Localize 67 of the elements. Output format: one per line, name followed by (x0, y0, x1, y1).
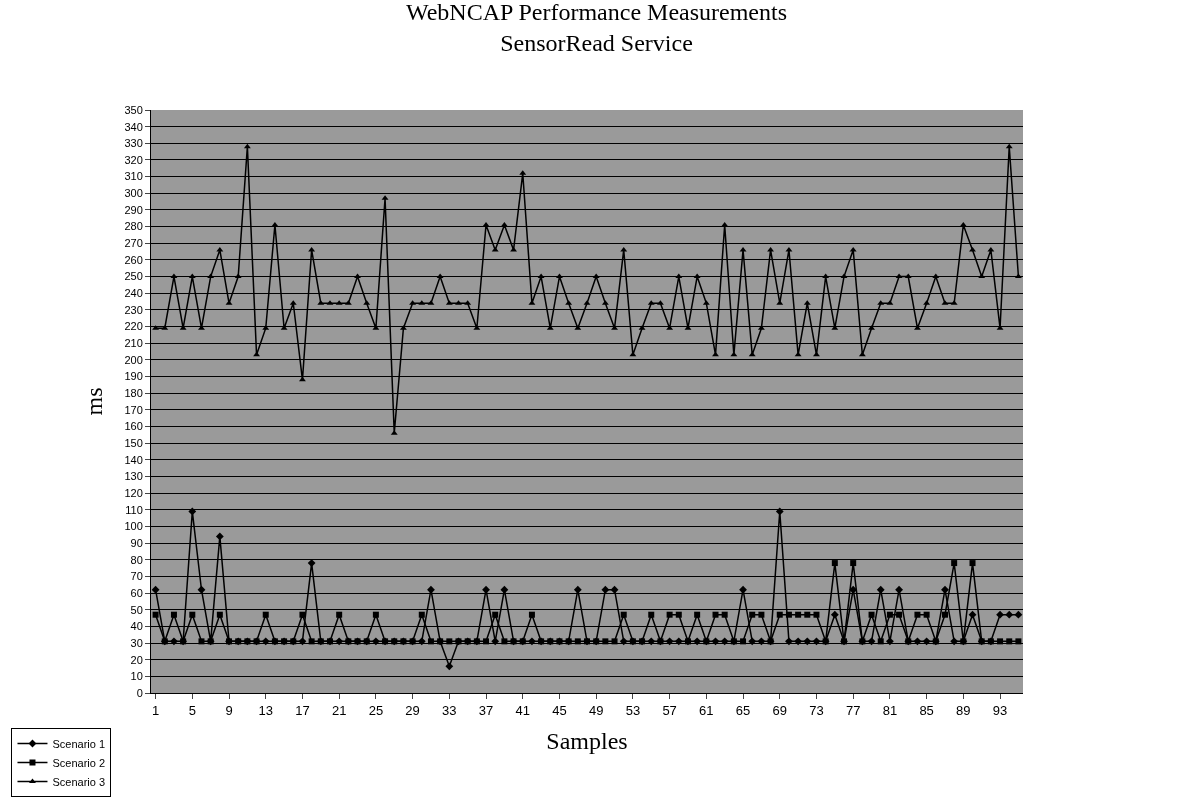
y-tick-label: 140 (124, 453, 143, 466)
y-tick-label: 80 (130, 553, 143, 566)
y-tick-label: 320 (124, 153, 143, 166)
x-tick-label: 25 (368, 702, 384, 718)
y-tick-label: 0 (136, 686, 143, 699)
y-tick-label: 350 (124, 103, 143, 116)
y-tick-label: 150 (124, 436, 143, 449)
y-tick-label: 280 (124, 220, 143, 233)
legend-label: Scenario 2 (52, 756, 106, 769)
y-tick-label: 250 (124, 270, 143, 283)
y-tick-label: 120 (124, 486, 143, 499)
y-tick-label: 20 (130, 653, 143, 666)
y-tick-label: 70 (130, 570, 143, 583)
x-tick-label: 33 (442, 702, 457, 718)
x-tick-label: 13 (258, 702, 273, 718)
x-tick-label: 57 (662, 702, 677, 718)
x-tick-label: 17 (295, 702, 310, 718)
x-tick-label: 41 (515, 702, 530, 718)
y-tick-label: 270 (124, 237, 143, 250)
y-tick-label: 240 (124, 287, 143, 300)
x-tick-label: 65 (735, 702, 751, 718)
y-tick-label: 300 (124, 187, 143, 200)
y-tick-label: 110 (125, 503, 143, 516)
y-tick-label: 100 (124, 520, 143, 533)
x-tick-label: 61 (699, 702, 714, 718)
x-tick-label: 69 (772, 702, 787, 718)
y-tick-label: 90 (130, 536, 143, 549)
y-tick-label: 160 (124, 420, 143, 433)
x-tick-label: 93 (992, 702, 1008, 718)
y-axis-title: ms (80, 387, 107, 416)
legend-label: Scenario 3 (52, 775, 106, 788)
chart-subtitle: SensorRead Service (500, 30, 693, 57)
y-tick-label: 260 (124, 253, 143, 266)
y-tick-label: 40 (130, 620, 143, 633)
x-tick-label: 77 (845, 702, 861, 718)
x-tick-label: 53 (625, 702, 641, 718)
x-tick-label: 45 (552, 702, 567, 718)
x-tick-label: 85 (919, 702, 934, 718)
y-tick-label: 230 (124, 303, 143, 316)
x-tick-label: 73 (809, 702, 824, 718)
x-tick-label: 89 (956, 702, 971, 718)
y-tick-label: 190 (124, 370, 143, 383)
x-tick-label: 21 (331, 702, 347, 718)
x-tick-label: 81 (882, 702, 898, 718)
y-tick-label: 200 (124, 353, 143, 366)
y-tick-label: 30 (130, 636, 143, 649)
x-tick-label: 37 (478, 702, 494, 718)
y-tick-label: 210 (124, 337, 143, 350)
x-tick-label: 49 (588, 702, 604, 718)
y-tick-label: 310 (124, 170, 143, 183)
y-tick-label: 10 (130, 670, 143, 683)
y-tick-label: 330 (124, 137, 143, 150)
y-tick-label: 290 (124, 203, 143, 216)
x-tick-label: 29 (405, 702, 420, 718)
x-tick-label: 5 (188, 702, 196, 718)
x-axis-title: Samples (546, 727, 628, 754)
chart-title: WebNCAP Performance Measurements (405, 0, 788, 26)
x-tick-label: 1 (151, 702, 160, 718)
y-tick-label: 170 (124, 403, 143, 416)
x-tick-label: 9 (225, 702, 233, 718)
y-tick-label: 340 (124, 120, 143, 133)
y-tick-label: 60 (130, 586, 143, 599)
y-tick-label: 180 (124, 387, 143, 400)
legend-label: Scenario 1 (52, 737, 106, 750)
y-tick-label: 130 (124, 470, 143, 483)
y-tick-label: 50 (130, 603, 143, 616)
y-tick-label: 220 (124, 320, 143, 333)
